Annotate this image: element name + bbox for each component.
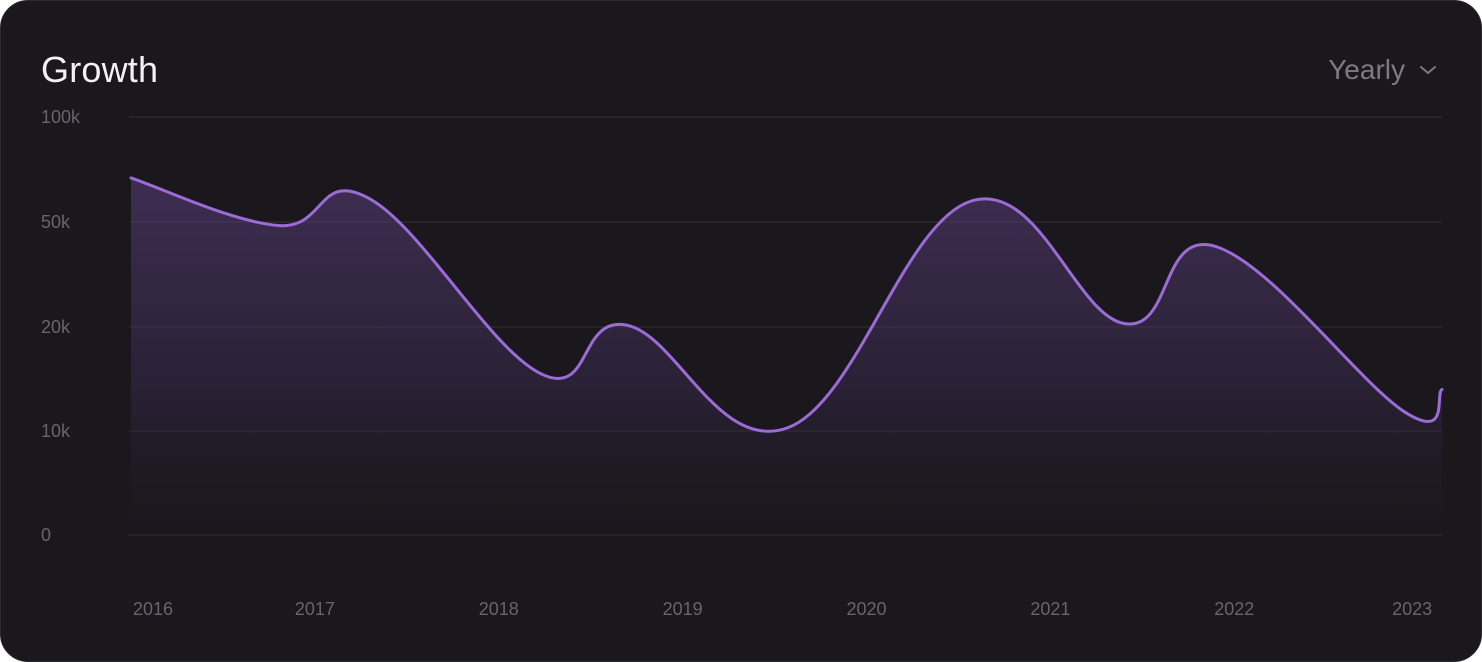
chevron-down-icon	[1419, 64, 1437, 76]
series-line	[129, 176, 1444, 433]
y-tick-label: 50k	[41, 212, 71, 232]
x-tick-label: 2021	[1030, 599, 1070, 619]
y-tick-label: 0	[41, 525, 51, 545]
y-tick-label: 10k	[41, 421, 71, 441]
y-tick-label: 100k	[41, 107, 81, 127]
card-title: Growth	[41, 49, 159, 90]
period-dropdown[interactable]: Yearly	[1328, 53, 1437, 87]
x-tick-label: 2022	[1214, 599, 1254, 619]
y-tick-label: 20k	[41, 317, 71, 337]
x-tick-label: 2018	[479, 599, 519, 619]
series-area	[131, 177, 1442, 535]
x-tick-label: 2020	[846, 599, 886, 619]
x-tick-label: 2017	[295, 599, 335, 619]
x-tick-label: 2016	[133, 599, 173, 619]
x-tick-label: 2023	[1392, 599, 1432, 619]
x-tick-label: 2019	[663, 599, 703, 619]
period-selected-label: Yearly	[1328, 54, 1405, 85]
